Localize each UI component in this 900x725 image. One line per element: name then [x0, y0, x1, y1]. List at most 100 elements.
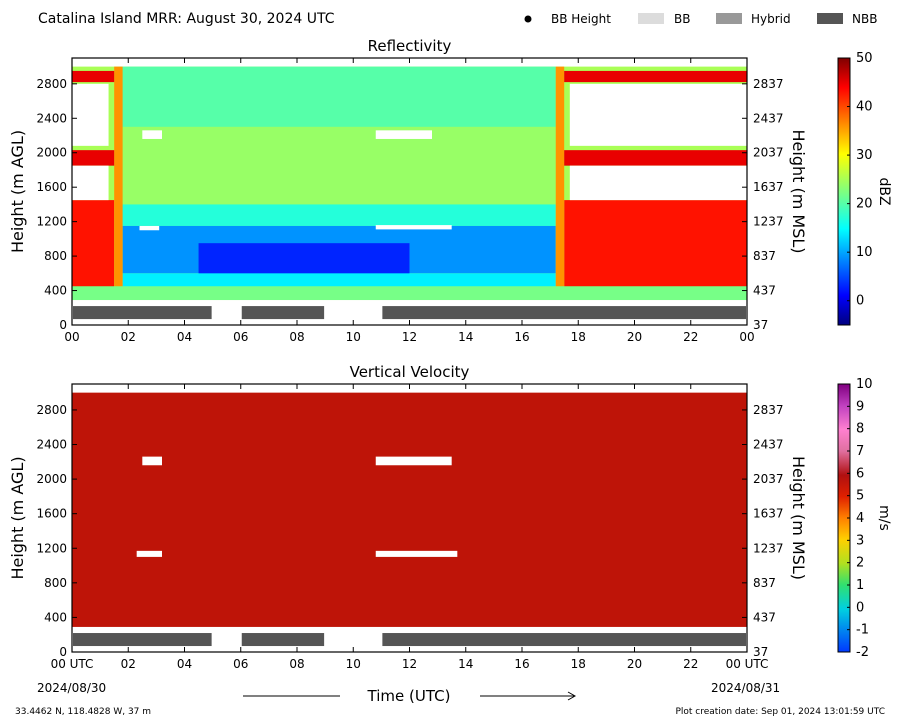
y-axis-label: Height (m AGL): [8, 130, 27, 253]
y-tick-label-right: 1237: [753, 215, 784, 229]
legend-marker-bb-height: [524, 15, 532, 23]
colorbar-tick-label: 40: [856, 100, 873, 115]
x-tick-label: 00: [64, 330, 79, 344]
legend-label: NBB: [852, 12, 877, 26]
x-tick-label: 16: [514, 330, 529, 344]
y-tick-label-right: 437: [753, 610, 776, 624]
legend: BB Height BB Hybrid NBB: [524, 12, 877, 26]
colorbar-tick-label: 6: [856, 466, 864, 481]
nbb-bar: [382, 633, 746, 647]
reflectivity-region: [564, 150, 747, 166]
legend-label: BB: [674, 12, 690, 26]
x-tick-label: 02: [121, 657, 136, 671]
nbb-bar: [241, 633, 325, 647]
colorbar-tick-label: 7: [856, 444, 864, 459]
legend-swatch-bb: [638, 13, 664, 24]
reflectivity-region: [119, 66, 556, 127]
y-axis-label: Height (m AGL): [8, 456, 27, 579]
colorbar-tick-label: 30: [856, 148, 873, 163]
y-tick-label: 0: [59, 318, 67, 332]
colorbar-label: dBZ: [876, 177, 892, 205]
y-tick-label-right: 1237: [753, 541, 784, 555]
y-tick-label: 0: [59, 645, 67, 659]
y-axis-label-right: Height (m MSL): [789, 456, 808, 580]
colorbar-tick-label: 50: [856, 51, 873, 66]
legend-swatch-nbb: [817, 13, 843, 24]
colorbar-tick-label: 8: [856, 422, 864, 437]
y-tick-label-right: 37: [753, 318, 768, 332]
y-tick-label: 1600: [36, 180, 67, 194]
y-tick-label: 800: [44, 576, 67, 590]
x-tick-label: 14: [458, 330, 473, 344]
colorbar-tick-label: 10: [856, 377, 873, 392]
missing-data-gap: [136, 550, 162, 557]
y-tick-label-right: 837: [753, 576, 776, 590]
reflectivity-region: [114, 66, 123, 300]
x-tick-label: 08: [289, 330, 304, 344]
reflectivity-region: [72, 150, 115, 166]
legend-swatch-hybrid: [716, 13, 742, 24]
figure-title: Catalina Island MRR: August 30, 2024 UTC: [38, 11, 335, 27]
x-tick-label: 18: [571, 657, 586, 671]
data-field: [72, 392, 747, 627]
nbb-bar: [241, 306, 325, 320]
x-tick-label: 20: [627, 657, 642, 671]
y-tick-label-right: 1637: [753, 180, 784, 194]
x-tick-label: 04: [177, 657, 192, 671]
colorbar-tick-label: 4: [856, 511, 864, 526]
x-tick-label: 10: [346, 330, 361, 344]
x-tick-label: 14: [458, 657, 473, 671]
y-tick-label-right: 2837: [753, 403, 784, 417]
x-tick-label: 16: [514, 657, 529, 671]
y-tick-label: 2400: [36, 111, 67, 125]
missing-data-gap: [569, 165, 747, 201]
reflectivity-region: [119, 126, 556, 205]
y-tick-label: 800: [44, 249, 67, 263]
start-date: 2024/08/30: [37, 681, 106, 695]
colorbar-tick-label: 0: [856, 600, 864, 615]
x-tick-label: 00 UTC: [51, 657, 94, 671]
colorbar-tick-label: 1: [856, 578, 864, 593]
panel-title: Vertical Velocity: [350, 363, 470, 381]
y-tick-label: 1600: [36, 507, 67, 521]
missing-data-gap: [72, 83, 109, 146]
y-tick-label-right: 2037: [753, 472, 784, 486]
y-tick-label-right: 2837: [753, 77, 784, 91]
y-tick-label: 2800: [36, 403, 67, 417]
colorbar-label: m/s: [876, 505, 892, 531]
x-tick-label: 12: [402, 657, 417, 671]
y-tick-label: 1200: [36, 215, 67, 229]
time-arrow-head: [567, 691, 577, 701]
data-field: [72, 66, 747, 301]
end-date: 2024/08/31: [711, 681, 780, 695]
x-tick-label: 00: [739, 330, 754, 344]
y-tick-label: 400: [44, 610, 67, 624]
x-tick-label: 22: [683, 330, 698, 344]
x-tick-label: 04: [177, 330, 192, 344]
missing-data-gap: [375, 550, 458, 557]
colorbar-tick-label: 10: [856, 245, 873, 260]
y-tick-label: 400: [44, 284, 67, 298]
x-tick-label: 08: [289, 657, 304, 671]
x-tick-label: 06: [233, 330, 248, 344]
y-axis-label-right: Height (m MSL): [789, 129, 808, 253]
x-tick-label: 00 UTC: [726, 657, 769, 671]
x-tick-label: 12: [402, 330, 417, 344]
colorbar-tick-label: 2: [856, 556, 864, 571]
colorbar: [837, 57, 851, 326]
y-tick-label-right: 37: [753, 645, 768, 659]
colorbar-tick-label: 9: [856, 399, 864, 414]
missing-data-gap: [375, 130, 432, 139]
colorbar-tick-label: -2: [856, 645, 869, 660]
colorbar-tick-label: 3: [856, 533, 864, 548]
missing-data-gap: [142, 130, 162, 139]
nbb-bar: [73, 633, 212, 647]
station-location: 33.4462 N, 118.4828 W, 37 m: [15, 707, 151, 717]
x-tick-label: 20: [627, 330, 642, 344]
reflectivity-region: [564, 200, 747, 300]
colorbar-tick-label: -1: [856, 623, 869, 638]
reflectivity-region: [119, 204, 556, 226]
missing-data-gap: [139, 225, 160, 231]
reflectivity-region: [555, 66, 565, 300]
